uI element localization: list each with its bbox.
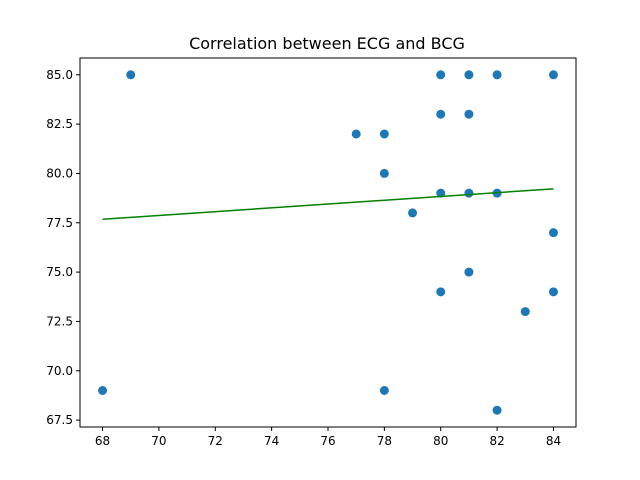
y-tick-label: 82.5: [46, 117, 73, 131]
data-point-10: [436, 188, 446, 198]
data-point-16: [436, 287, 446, 297]
y-axis: 67.5 70.0 72.5 75.0 77.5 80.0 82.5 85.0: [46, 68, 80, 427]
x-axis: 68 70 72 74 76 78 80 82 84: [95, 427, 561, 448]
data-point-11: [464, 188, 474, 198]
x-tick-label: 68: [95, 434, 110, 448]
x-tick-label: 80: [433, 434, 448, 448]
data-point-8: [379, 129, 389, 139]
data-point-18: [520, 307, 530, 317]
y-tick-label: 80.0: [46, 166, 73, 180]
x-tick-label: 78: [377, 434, 392, 448]
data-point-13: [408, 208, 418, 218]
y-tick-label: 77.5: [46, 216, 73, 230]
data-point-14: [548, 228, 558, 238]
data-point-4: [548, 70, 558, 80]
x-tick-label: 74: [264, 434, 279, 448]
x-tick-label: 72: [208, 434, 223, 448]
data-point-17: [548, 287, 558, 297]
data-point-5: [436, 109, 446, 119]
y-tick-label: 72.5: [46, 314, 73, 328]
data-point-19: [98, 385, 108, 395]
x-tick-label: 70: [151, 434, 166, 448]
chart-title: Correlation between ECG and BCG: [189, 34, 465, 53]
fit-line: [102, 188, 554, 220]
x-tick-label: 76: [320, 434, 335, 448]
data-point-20: [379, 385, 389, 395]
y-tick-label: 75.0: [46, 265, 73, 279]
data-point-7: [351, 129, 361, 139]
data-point-15: [464, 267, 474, 277]
data-point-21: [492, 405, 502, 415]
y-tick-label: 85.0: [46, 68, 73, 82]
x-tick-label: 84: [546, 434, 561, 448]
axes-frame: [79, 57, 577, 428]
plot-area: [98, 70, 558, 415]
data-point-6: [464, 109, 474, 119]
data-point-3: [492, 70, 502, 80]
data-point-9: [379, 168, 389, 178]
y-tick-label: 67.5: [46, 413, 73, 427]
x-tick-label: 82: [489, 434, 504, 448]
data-point-2: [464, 70, 474, 80]
y-tick-label: 70.0: [46, 364, 73, 378]
data-point-0: [126, 70, 136, 80]
data-point-1: [436, 70, 446, 80]
